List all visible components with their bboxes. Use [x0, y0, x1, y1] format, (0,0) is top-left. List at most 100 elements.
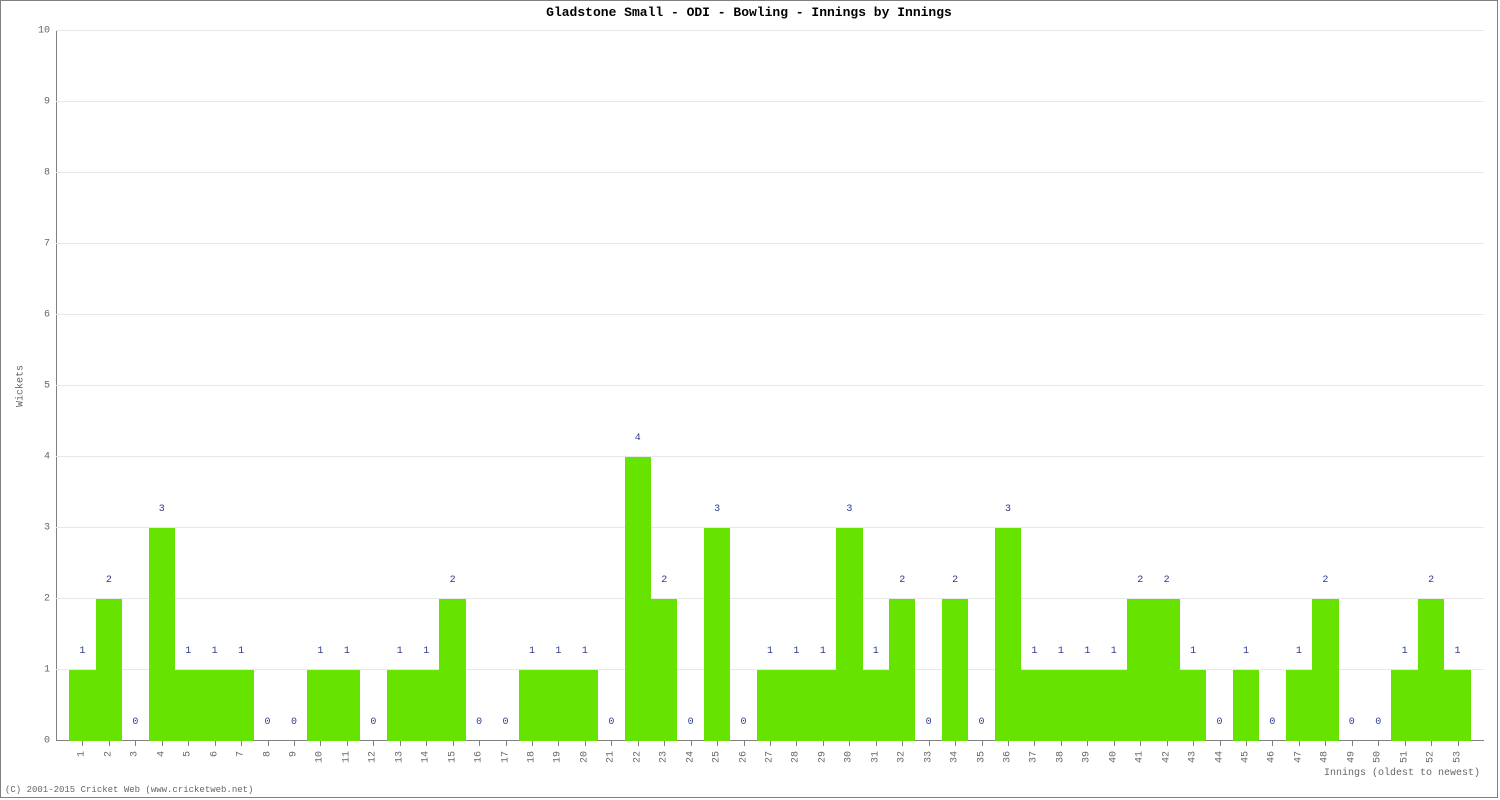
bar [757, 670, 783, 741]
x-tick-label: 34 [950, 751, 961, 763]
copyright-text: (C) 2001-2015 Cricket Web (www.cricketwe… [5, 785, 253, 795]
chart-title: Gladstone Small - ODI - Bowling - Inning… [1, 5, 1497, 20]
bar [651, 599, 677, 741]
y-tick-label: 1 [44, 665, 56, 676]
bar-value-label: 1 [555, 646, 561, 657]
bar [625, 457, 651, 741]
bar [1127, 599, 1153, 741]
bar [1444, 670, 1470, 741]
bar-value-label: 0 [608, 717, 614, 728]
bar-value-label: 0 [291, 717, 297, 728]
x-tick-mark [532, 741, 533, 746]
bar-value-label: 2 [952, 575, 958, 586]
y-tick-label: 5 [44, 381, 56, 392]
x-tick-mark [1114, 741, 1115, 746]
x-tick-label: 5 [183, 751, 194, 757]
x-tick-label: 26 [738, 751, 749, 763]
bar [545, 670, 571, 741]
x-tick-label: 31 [870, 751, 881, 763]
x-tick-mark [1193, 741, 1194, 746]
bar-value-label: 0 [1269, 717, 1275, 728]
bar-value-label: 0 [1349, 717, 1355, 728]
bar [1101, 670, 1127, 741]
gridline [56, 527, 1484, 528]
x-tick-label: 52 [1426, 751, 1437, 763]
bar-value-label: 0 [926, 717, 932, 728]
gridline [56, 314, 1484, 315]
bar [1180, 670, 1206, 741]
bar [1021, 670, 1047, 741]
x-axis-label: Innings (oldest to newest) [1324, 768, 1480, 779]
x-tick-mark [585, 741, 586, 746]
bar [1074, 670, 1100, 741]
bar [1286, 670, 1312, 741]
gridline [56, 30, 1484, 31]
bar [1312, 599, 1338, 741]
x-tick-label: 22 [632, 751, 643, 763]
x-tick-label: 12 [368, 751, 379, 763]
bar [307, 670, 333, 741]
bar [1153, 599, 1179, 741]
x-tick-label: 32 [897, 751, 908, 763]
bar [519, 670, 545, 741]
x-tick-label: 29 [817, 751, 828, 763]
x-tick-label: 44 [1214, 751, 1225, 763]
x-tick-label: 6 [209, 751, 220, 757]
x-tick-mark [506, 741, 507, 746]
x-tick-mark [400, 741, 401, 746]
x-tick-label: 45 [1241, 751, 1252, 763]
x-tick-mark [796, 741, 797, 746]
x-tick-label: 19 [553, 751, 564, 763]
x-tick-mark [1220, 741, 1221, 746]
x-tick-label: 48 [1320, 751, 1331, 763]
bar [836, 528, 862, 741]
x-tick-label: 21 [606, 751, 617, 763]
x-tick-label: 37 [1029, 751, 1040, 763]
bar-value-label: 2 [450, 575, 456, 586]
y-tick-label: 10 [38, 26, 56, 37]
gridline [56, 172, 1484, 173]
x-tick-label: 51 [1399, 751, 1410, 763]
bar [439, 599, 465, 741]
y-tick-label: 8 [44, 168, 56, 179]
bar [1048, 670, 1074, 741]
x-tick-mark [215, 741, 216, 746]
bar-value-label: 1 [1058, 646, 1064, 657]
x-tick-mark [770, 741, 771, 746]
bar [96, 599, 122, 741]
bar-value-label: 1 [185, 646, 191, 657]
y-tick-label: 2 [44, 594, 56, 605]
bar-value-label: 0 [265, 717, 271, 728]
gridline [56, 243, 1484, 244]
bar [889, 599, 915, 741]
x-tick-mark [1272, 741, 1273, 746]
x-tick-mark [479, 741, 480, 746]
bar-value-label: 2 [899, 575, 905, 586]
bar [228, 670, 254, 741]
x-tick-label: 42 [1161, 751, 1172, 763]
x-tick-label: 4 [156, 751, 167, 757]
bar-value-label: 1 [344, 646, 350, 657]
bar-value-label: 3 [159, 504, 165, 515]
bar-value-label: 1 [397, 646, 403, 657]
x-tick-label: 7 [236, 751, 247, 757]
x-tick-label: 39 [1082, 751, 1093, 763]
x-tick-label: 35 [976, 751, 987, 763]
bar-value-label: 1 [1243, 646, 1249, 657]
bar-value-label: 0 [370, 717, 376, 728]
y-tick-label: 0 [44, 736, 56, 747]
x-tick-mark [1352, 741, 1353, 746]
chart-frame: Gladstone Small - ODI - Bowling - Inning… [0, 0, 1498, 798]
plot-area: 0123456789101122304351617180901011111201… [56, 31, 1484, 741]
bar-value-label: 3 [714, 504, 720, 515]
bar-value-label: 1 [1296, 646, 1302, 657]
x-tick-label: 17 [500, 751, 511, 763]
x-tick-label: 15 [447, 751, 458, 763]
y-tick-label: 9 [44, 97, 56, 108]
x-tick-label: 2 [103, 751, 114, 757]
bar [413, 670, 439, 741]
bar-value-label: 1 [873, 646, 879, 657]
bar-value-label: 0 [688, 717, 694, 728]
x-tick-mark [320, 741, 321, 746]
x-tick-mark [268, 741, 269, 746]
